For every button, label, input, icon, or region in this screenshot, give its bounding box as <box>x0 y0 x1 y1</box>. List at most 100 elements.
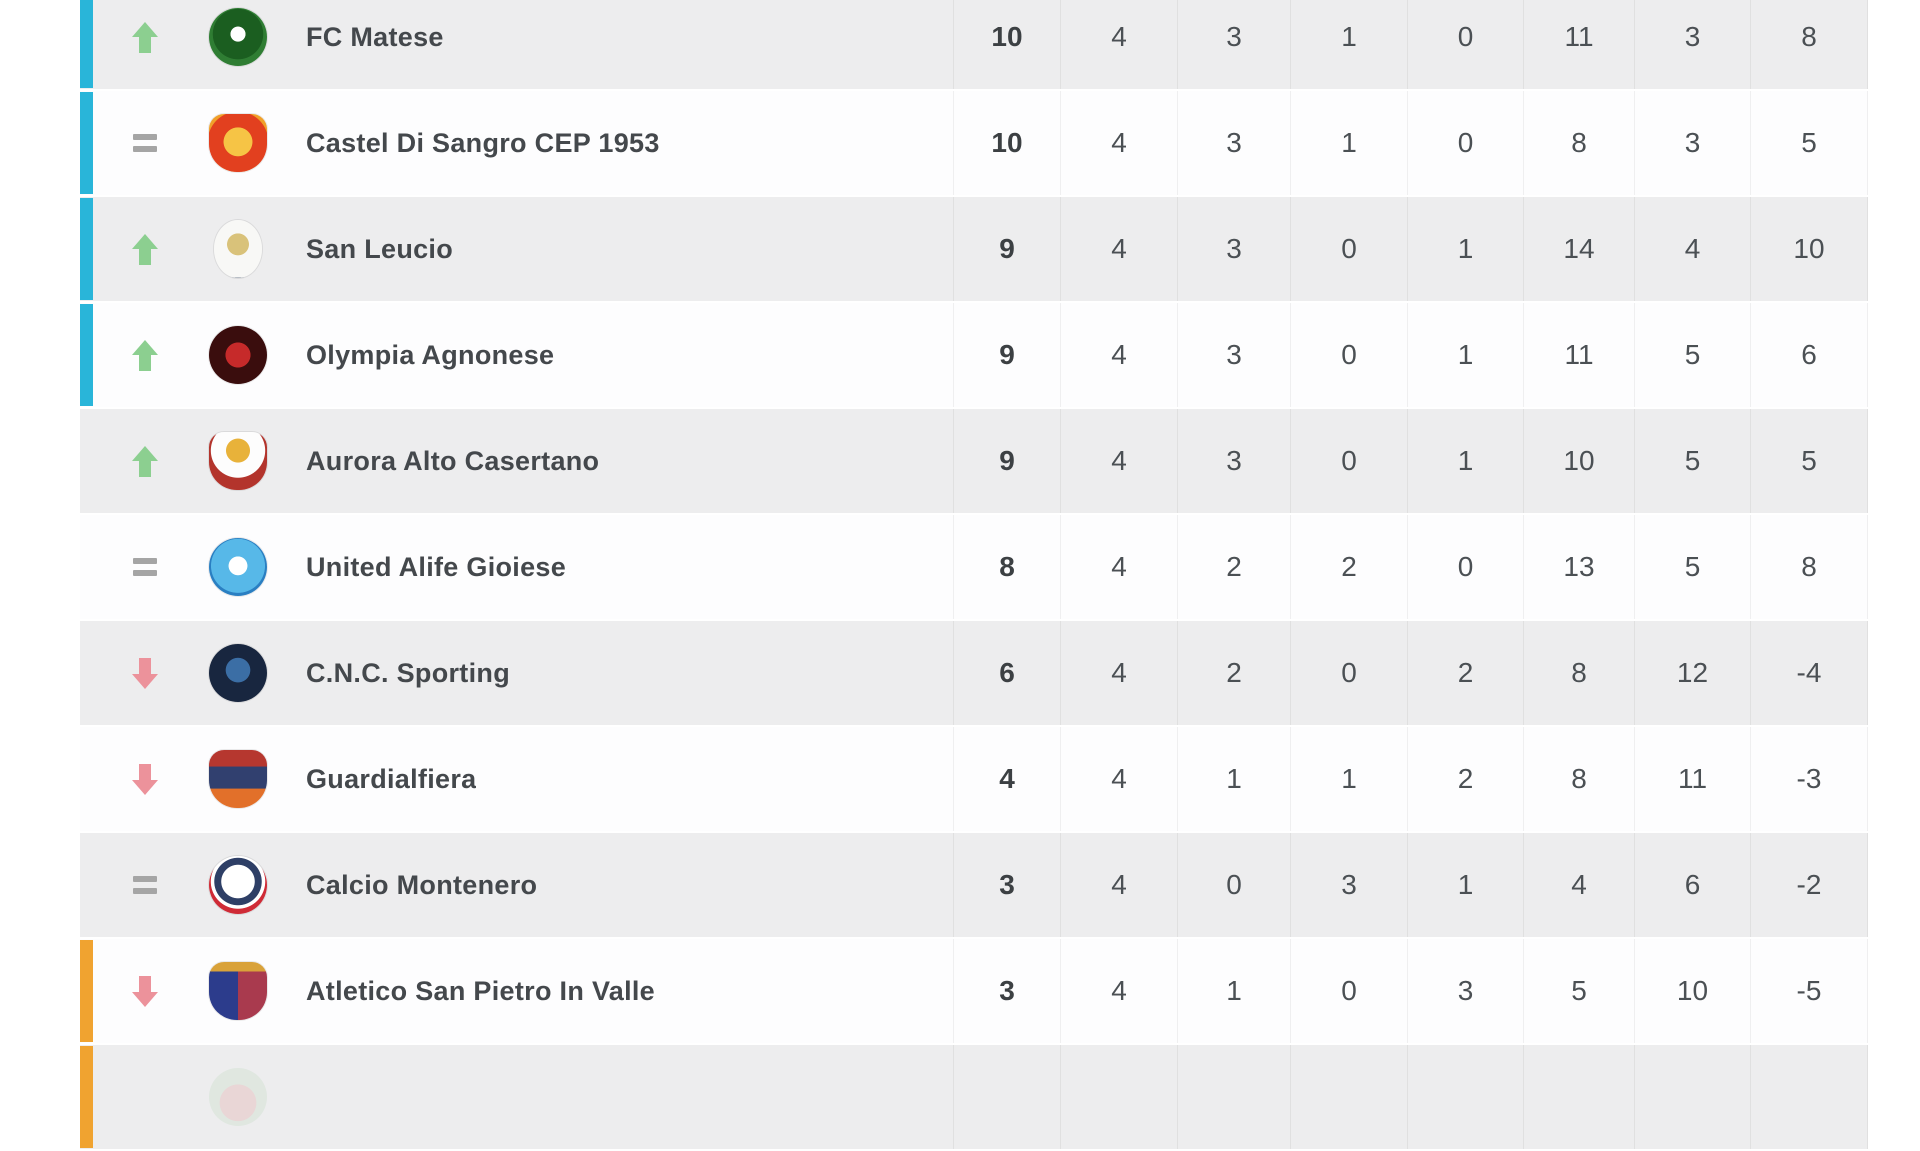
movement-down-icon <box>123 975 167 1007</box>
table-row[interactable]: Aurora Alto Casertano 9 4 3 0 1 10 5 5 <box>80 409 1868 513</box>
stat-goals-against: 5 <box>1634 515 1750 619</box>
stat-goals-for: 11 <box>1523 303 1634 407</box>
team-name[interactable]: Aurora Alto Casertano <box>306 445 600 476</box>
stat-goals-for <box>1523 1045 1634 1149</box>
stat-losses: 2 <box>1407 621 1523 725</box>
stat-goals-against: 12 <box>1634 621 1750 725</box>
stat-goals-against: 5 <box>1634 303 1750 407</box>
stat-goal-diff: 5 <box>1750 409 1868 513</box>
stat-draws: 0 <box>1290 409 1407 513</box>
stat-wins: 1 <box>1177 727 1290 831</box>
stat-points: 3 <box>953 833 1060 937</box>
stat-played: 4 <box>1060 727 1177 831</box>
movement-same-icon <box>123 134 167 152</box>
zone-bar <box>80 1046 93 1148</box>
stat-goals-against: 11 <box>1634 727 1750 831</box>
team-name[interactable]: C.N.C. Sporting <box>306 657 510 688</box>
stat-goal-diff: -5 <box>1750 939 1868 1043</box>
stat-played <box>1060 1045 1177 1149</box>
team-name[interactable]: San Leucio <box>306 233 454 264</box>
team-crest <box>209 1068 267 1126</box>
zone-bar <box>80 198 93 300</box>
stat-goals-against: 3 <box>1634 91 1750 195</box>
team-name[interactable]: Guardialfiera <box>306 763 477 794</box>
table-row[interactable] <box>80 1045 1868 1149</box>
stat-draws <box>1290 1045 1407 1149</box>
stat-points: 8 <box>953 515 1060 619</box>
standings-table: FC Matese 10 4 3 1 0 11 3 8 Castel Di Sa… <box>80 0 1868 1151</box>
stat-losses: 3 <box>1407 939 1523 1043</box>
team-cell <box>80 1045 953 1149</box>
movement-down-icon <box>123 657 167 689</box>
stat-draws: 1 <box>1290 0 1407 89</box>
table-row[interactable]: C.N.C. Sporting 6 4 2 0 2 8 12 -4 <box>80 621 1868 725</box>
team-name[interactable]: Olympia Agnonese <box>306 339 555 370</box>
stat-losses: 0 <box>1407 515 1523 619</box>
stat-losses: 1 <box>1407 197 1523 301</box>
table-row[interactable]: Guardialfiera 4 4 1 1 2 8 11 -3 <box>80 727 1868 831</box>
table-row[interactable]: Calcio Montenero 3 4 0 3 1 4 6 -2 <box>80 833 1868 937</box>
stat-goals-for: 11 <box>1523 0 1634 89</box>
team-name[interactable]: Calcio Montenero <box>306 869 538 900</box>
stat-played: 4 <box>1060 409 1177 513</box>
team-crest <box>209 644 267 702</box>
stat-goals-for: 10 <box>1523 409 1634 513</box>
movement-up-icon <box>123 21 167 53</box>
team-cell: Calcio Montenero <box>80 833 953 937</box>
stat-wins: 3 <box>1177 303 1290 407</box>
zone-bar <box>80 304 93 406</box>
stat-played: 4 <box>1060 621 1177 725</box>
stat-draws: 0 <box>1290 939 1407 1043</box>
stat-played: 4 <box>1060 197 1177 301</box>
team-name[interactable]: FC Matese <box>306 21 444 52</box>
team-cell: Aurora Alto Casertano <box>80 409 953 513</box>
stat-wins <box>1177 1045 1290 1149</box>
team-crest <box>209 856 267 914</box>
stat-goal-diff: -2 <box>1750 833 1868 937</box>
stat-draws: 1 <box>1290 91 1407 195</box>
stat-points <box>953 1045 1060 1149</box>
stat-goal-diff <box>1750 1045 1868 1149</box>
zone-bar <box>80 940 93 1042</box>
stat-goals-against: 3 <box>1634 0 1750 89</box>
table-row[interactable]: FC Matese 10 4 3 1 0 11 3 8 <box>80 0 1868 89</box>
stat-goals-for: 8 <box>1523 91 1634 195</box>
stat-goal-diff: -4 <box>1750 621 1868 725</box>
stat-wins: 1 <box>1177 939 1290 1043</box>
team-cell: FC Matese <box>80 0 953 89</box>
team-name[interactable]: Atletico San Pietro In Valle <box>306 975 655 1006</box>
table-row[interactable]: Olympia Agnonese 9 4 3 0 1 11 5 6 <box>80 303 1868 407</box>
team-cell: Castel Di Sangro CEP 1953 <box>80 91 953 195</box>
team-name[interactable]: Castel Di Sangro CEP 1953 <box>306 127 660 158</box>
stat-goals-for: 14 <box>1523 197 1634 301</box>
table-row[interactable]: San Leucio 9 4 3 0 1 14 4 10 <box>80 197 1868 301</box>
stat-goals-for: 8 <box>1523 727 1634 831</box>
stat-played: 4 <box>1060 515 1177 619</box>
team-crest <box>209 326 267 384</box>
stat-losses: 0 <box>1407 91 1523 195</box>
table-row[interactable]: Castel Di Sangro CEP 1953 10 4 3 1 0 8 3… <box>80 91 1868 195</box>
stat-goals-against: 4 <box>1634 197 1750 301</box>
stat-points: 3 <box>953 939 1060 1043</box>
stat-wins: 3 <box>1177 409 1290 513</box>
stat-played: 4 <box>1060 303 1177 407</box>
stat-goal-diff: 8 <box>1750 0 1868 89</box>
team-crest <box>209 8 267 66</box>
movement-up-icon <box>123 339 167 371</box>
team-crest <box>209 114 267 172</box>
team-crest <box>209 750 267 808</box>
stat-goals-for: 13 <box>1523 515 1634 619</box>
stat-draws: 2 <box>1290 515 1407 619</box>
stat-points: 6 <box>953 621 1060 725</box>
table-row[interactable]: United Alife Gioiese 8 4 2 2 0 13 5 8 <box>80 515 1868 619</box>
team-name[interactable]: United Alife Gioiese <box>306 551 567 582</box>
stat-wins: 0 <box>1177 833 1290 937</box>
stat-draws: 3 <box>1290 833 1407 937</box>
stat-goals-against <box>1634 1045 1750 1149</box>
table-row[interactable]: Atletico San Pietro In Valle 3 4 1 0 3 5… <box>80 939 1868 1043</box>
stat-played: 4 <box>1060 0 1177 89</box>
team-cell: Guardialfiera <box>80 727 953 831</box>
movement-same-icon <box>123 876 167 894</box>
stat-goals-for: 4 <box>1523 833 1634 937</box>
stat-played: 4 <box>1060 939 1177 1043</box>
